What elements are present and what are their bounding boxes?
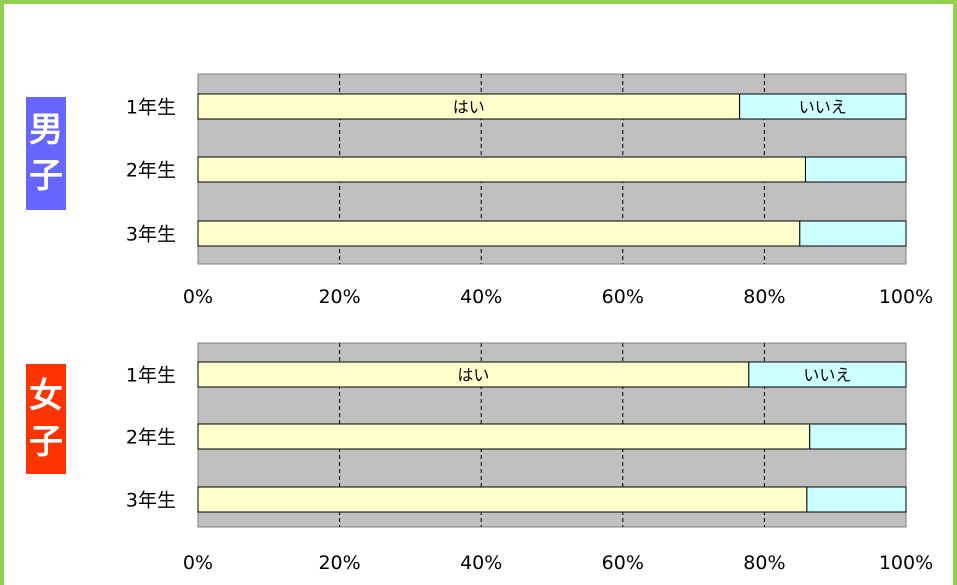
bar-0-2-0 bbox=[197, 220, 801, 247]
bar-1-0-1 bbox=[748, 361, 907, 388]
bar-1-2-1 bbox=[806, 486, 907, 513]
category-label-0-1: 2年生 bbox=[126, 160, 176, 182]
x-tick-label-1-5: 100% bbox=[879, 552, 933, 574]
bar-1-1-0 bbox=[197, 423, 811, 450]
x-tick-label-1-2: 40% bbox=[460, 552, 502, 574]
bar-0-0-1 bbox=[739, 93, 907, 120]
girls-label-char-1: 女 bbox=[29, 376, 63, 416]
x-tick-label-1-3: 60% bbox=[602, 552, 644, 574]
x-tick-label-0-5: 100% bbox=[879, 286, 933, 308]
bar-0-1-1 bbox=[804, 156, 907, 183]
data-label-0-0-0: はい bbox=[453, 98, 485, 117]
x-tick-label-0-2: 40% bbox=[460, 286, 502, 308]
category-label-1-2: 3年生 bbox=[126, 490, 176, 512]
boys-label-char-2: 子 bbox=[29, 156, 63, 196]
boys-label-char-1: 男 bbox=[29, 110, 63, 150]
x-tick-label-1-1: 20% bbox=[318, 552, 360, 574]
bar-0-1-0 bbox=[197, 156, 806, 183]
x-tick-label-0-1: 20% bbox=[318, 286, 360, 308]
category-label-0-0: 1年生 bbox=[126, 97, 176, 119]
bar-1-0-0 bbox=[197, 361, 750, 388]
category-label-1-0: 1年生 bbox=[126, 365, 176, 387]
x-tick-label-0-0: 0% bbox=[183, 286, 213, 308]
x-tick-label-0-4: 80% bbox=[743, 286, 785, 308]
girls-label: 女 子 bbox=[26, 364, 66, 474]
bar-1-2-0 bbox=[197, 486, 808, 513]
category-label-0-2: 3年生 bbox=[126, 224, 176, 246]
data-label-0-0-1: いいえ bbox=[799, 98, 847, 117]
x-tick-label-1-4: 80% bbox=[743, 552, 785, 574]
bar-1-1-1 bbox=[809, 423, 907, 450]
x-tick-label-1-0: 0% bbox=[183, 552, 213, 574]
boys-label: 男 子 bbox=[26, 97, 66, 210]
x-tick-label-0-3: 60% bbox=[602, 286, 644, 308]
bar-0-0-0 bbox=[197, 93, 741, 120]
data-label-1-0-0: はい bbox=[457, 366, 489, 385]
data-label-1-0-1: いいえ bbox=[803, 366, 851, 385]
girls-label-char-2: 子 bbox=[29, 422, 63, 462]
bar-0-2-1 bbox=[799, 220, 907, 247]
category-label-1-1: 2年生 bbox=[126, 427, 176, 449]
